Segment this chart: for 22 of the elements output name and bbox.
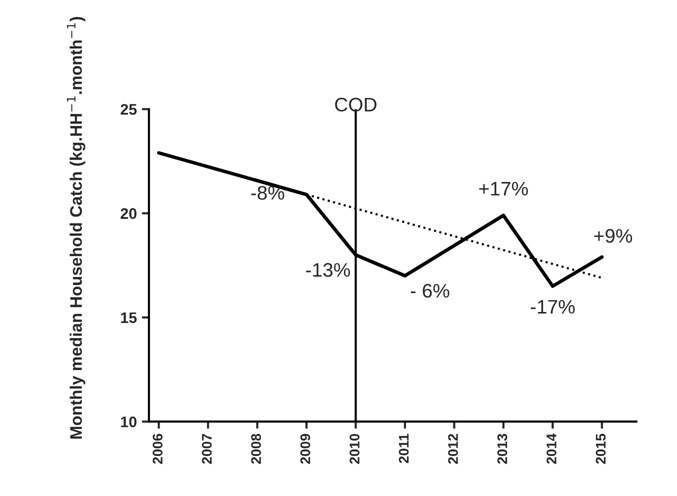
y-axis-title: Monthly median Household Catch (kg.HH$^{−1}$.month$^{−1}$): [66, 16, 86, 439]
x-tick-label: 2012: [448, 434, 458, 464]
y-tick-label: 15: [121, 312, 137, 324]
x-tick-label: 2013: [497, 434, 508, 464]
y-tick-label: 10: [121, 416, 137, 428]
x-tick-label: 2011: [398, 434, 409, 464]
annotation: - 6%: [410, 284, 450, 298]
x-tick-label: 2014: [546, 433, 556, 464]
annotation: -8%: [251, 186, 284, 200]
x-tick-label: 2007: [202, 434, 212, 464]
annotation: -17%: [530, 300, 575, 314]
x-tick-label: 2015: [596, 434, 606, 464]
annotation: -13%: [306, 263, 350, 277]
annotation: +17%: [479, 182, 528, 196]
x-tick-label: 2010: [350, 434, 360, 464]
annotation: +9%: [594, 229, 632, 243]
y-tick-label: 25: [120, 104, 137, 115]
x-tick-label: 2008: [251, 434, 261, 464]
y-tick-label: 20: [120, 208, 137, 219]
ref-line-label: COD: [335, 98, 376, 112]
x-tick-label: 2009: [300, 434, 310, 464]
x-tick-label: 2006: [152, 434, 163, 464]
